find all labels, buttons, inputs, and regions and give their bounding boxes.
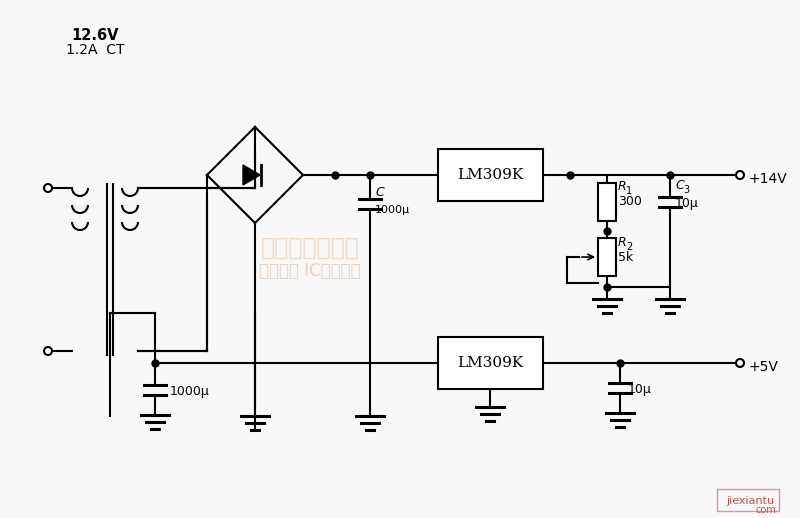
Text: R: R [618,236,626,249]
Circle shape [736,359,744,367]
Text: +14V: +14V [748,172,786,186]
Text: LM309K: LM309K [457,356,523,370]
Text: 300: 300 [618,195,642,208]
Text: jiexiantu: jiexiantu [726,496,774,506]
Bar [598,238,616,276]
Text: 1000μ: 1000μ [375,205,410,215]
Text: 全球最大 IC采购网站: 全球最大 IC采购网站 [259,262,361,280]
Circle shape [44,184,52,192]
Text: 维库电子市场网: 维库电子市场网 [261,236,359,260]
Bar [438,337,542,389]
Text: 12.6V: 12.6V [71,28,118,43]
Text: C: C [675,179,684,192]
Bar [598,183,616,221]
Circle shape [736,171,744,179]
Text: 1: 1 [626,186,632,196]
Text: C: C [375,186,384,199]
Text: 1.2A  CT: 1.2A CT [66,43,124,57]
Polygon shape [243,165,260,185]
Bar [438,149,542,201]
Text: 2: 2 [626,242,632,252]
Text: 5k: 5k [618,251,634,264]
Text: 1000μ: 1000μ [170,384,210,397]
Text: com: com [756,505,777,515]
Text: 10μ: 10μ [675,197,698,210]
Text: 3: 3 [683,185,689,195]
Text: R: R [618,180,626,193]
Circle shape [44,347,52,355]
Text: LM309K: LM309K [457,168,523,182]
Text: 10μ: 10μ [628,382,652,396]
Text: +5V: +5V [748,360,778,374]
